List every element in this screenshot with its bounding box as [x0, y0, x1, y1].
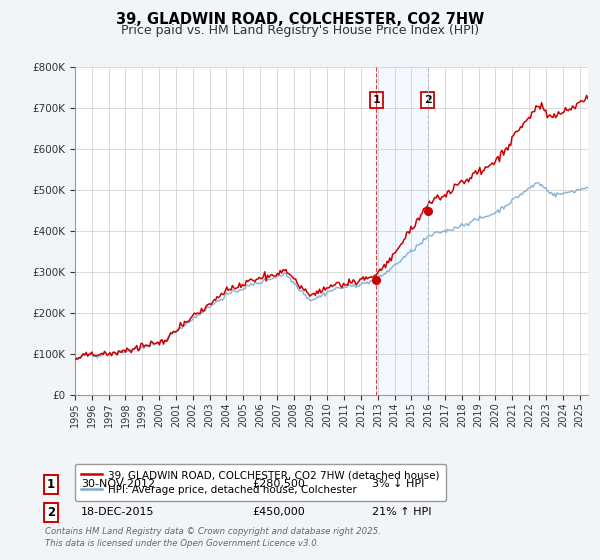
Text: 1: 1	[47, 478, 55, 491]
Text: 30-NOV-2012: 30-NOV-2012	[81, 479, 155, 489]
Bar	[376, 67, 428, 395]
Text: 1: 1	[373, 95, 380, 105]
Text: 2: 2	[47, 506, 55, 519]
Text: 18-DEC-2015: 18-DEC-2015	[81, 507, 155, 517]
Legend: 39, GLADWIN ROAD, COLCHESTER, CO2 7HW (detached house), HPI: Average price, deta: 39, GLADWIN ROAD, COLCHESTER, CO2 7HW (d…	[75, 464, 446, 501]
Text: 39, GLADWIN ROAD, COLCHESTER, CO2 7HW: 39, GLADWIN ROAD, COLCHESTER, CO2 7HW	[116, 12, 484, 27]
Text: £450,000: £450,000	[252, 507, 305, 517]
Text: 3% ↓ HPI: 3% ↓ HPI	[372, 479, 424, 489]
Text: 21% ↑ HPI: 21% ↑ HPI	[372, 507, 431, 517]
Text: £280,500: £280,500	[252, 479, 305, 489]
Text: Contains HM Land Registry data © Crown copyright and database right 2025.
This d: Contains HM Land Registry data © Crown c…	[45, 527, 381, 548]
Text: Price paid vs. HM Land Registry's House Price Index (HPI): Price paid vs. HM Land Registry's House …	[121, 24, 479, 38]
Text: 2: 2	[424, 95, 431, 105]
